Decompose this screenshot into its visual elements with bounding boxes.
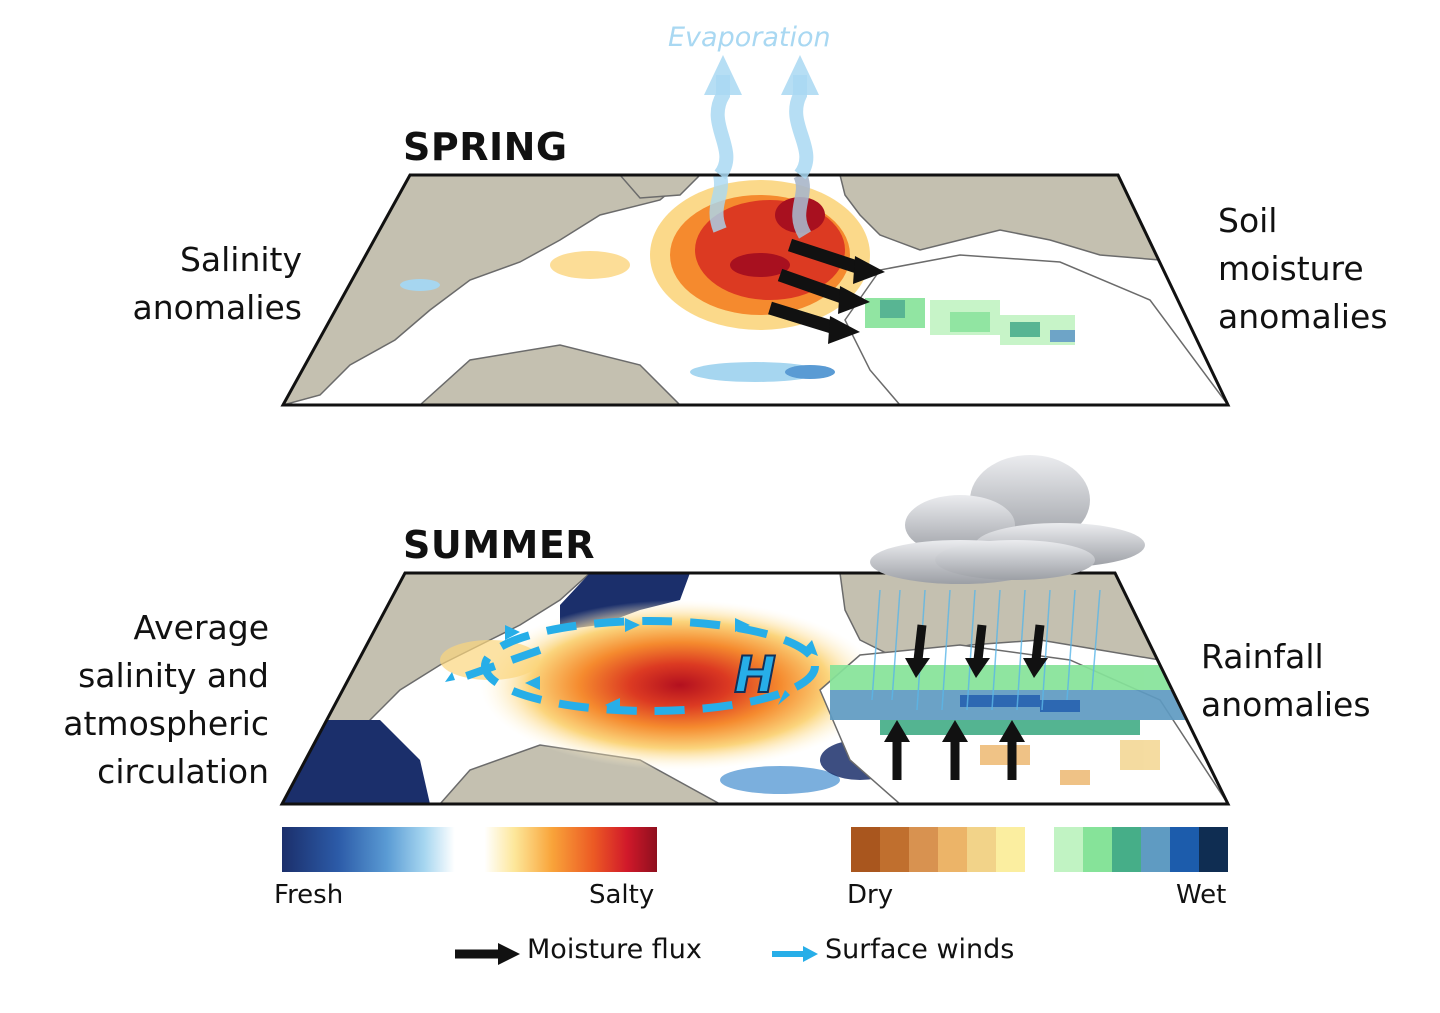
surface-winds-legend-icon — [772, 946, 818, 962]
colorbar-swatch — [851, 827, 880, 872]
colorbar-swatch — [880, 827, 909, 872]
colorbar-swatch — [1112, 827, 1141, 872]
legend-moisture-flux: Moisture flux — [527, 934, 702, 965]
spring-title: SPRING — [403, 125, 568, 169]
rainfall-wet-band — [830, 665, 1190, 735]
colorbar-swatch — [1141, 827, 1170, 872]
spring-map — [280, 173, 1231, 407]
summer-map: H — [279, 571, 1231, 806]
evaporation-label: Evaporation — [668, 22, 831, 53]
colorbar-swatch — [996, 827, 1025, 872]
high-pressure-symbol: H — [734, 646, 776, 704]
summer-right-label: Rainfall anomalies — [1201, 637, 1371, 724]
land-north-america — [283, 175, 693, 405]
colorbar-swatch — [967, 827, 996, 872]
rain-streaks — [871, 589, 1101, 711]
soil-moisture-wet-patches — [865, 298, 1075, 345]
colorbar-swatch — [1083, 827, 1112, 872]
moisture-flux-arrows-spring — [768, 238, 863, 335]
colorbar-swatch — [1025, 827, 1054, 872]
colorbar-swatch — [938, 827, 967, 872]
moisture-flux-legend-icon — [455, 943, 520, 965]
rainfall-dry-patches — [980, 740, 1160, 785]
colorbar-swatch — [909, 827, 938, 872]
legend-surface-winds: Surface winds — [825, 934, 1015, 965]
soil-rainfall-colorbar — [851, 827, 1228, 872]
land-south-america — [418, 344, 682, 405]
spring-left-label: Salinity anomalies — [132, 240, 302, 327]
salinity-colorbar — [282, 827, 657, 872]
colorbar-swatch — [1199, 827, 1228, 872]
salinity-max-label: Salty — [589, 880, 655, 910]
soil-max-label: Wet — [1176, 880, 1227, 910]
moisture-flux-arrows-summer — [892, 624, 1045, 780]
evaporation-arrows — [710, 75, 814, 180]
colorbar-swatch — [1054, 827, 1083, 872]
colorbar-swatch — [1170, 827, 1199, 872]
summer-title: SUMMER — [403, 523, 596, 567]
soil-min-label: Dry — [847, 880, 894, 910]
rain-cloud — [870, 455, 1145, 584]
salinity-min-label: Fresh — [274, 880, 344, 910]
summer-left-label: Average salinity and atmospheric circula… — [63, 608, 269, 791]
spring-right-label: Soil moisture anomalies — [1218, 201, 1388, 336]
